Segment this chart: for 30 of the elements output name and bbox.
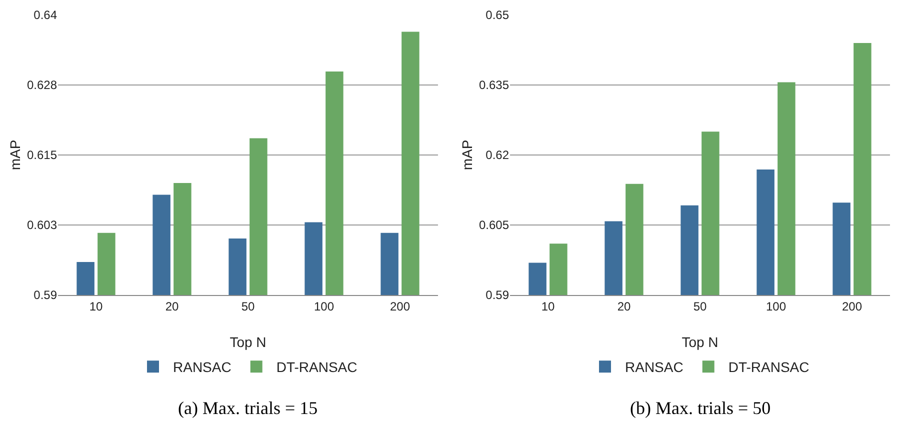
y-tick-label: 0.635 bbox=[478, 78, 510, 92]
x-tick-label: 100 bbox=[766, 299, 786, 314]
y-tick-label: 0.64 bbox=[34, 8, 58, 22]
y-tick-label: 0.628 bbox=[26, 78, 58, 92]
legend-label: DT-RANSAC bbox=[276, 359, 358, 376]
x-tick-label: 20 bbox=[165, 299, 179, 314]
x-tick-label: 50 bbox=[241, 299, 255, 314]
x-tick-label: 200 bbox=[390, 299, 410, 314]
y-tick-label: 0.603 bbox=[26, 218, 58, 232]
y-tick-label: 0.59 bbox=[34, 288, 58, 302]
x-tick-label: 50 bbox=[693, 299, 707, 314]
text: (a) Max. trials = 15 bbox=[178, 398, 318, 418]
x-tick-label: 100 bbox=[314, 299, 334, 314]
y-tick-label: 0.605 bbox=[478, 218, 510, 232]
y-axis-title: mAP bbox=[7, 140, 23, 170]
x-axis-title: Top N bbox=[682, 334, 718, 350]
y-axis-title: mAP bbox=[459, 140, 475, 170]
legend-label: DT-RANSAC bbox=[728, 359, 810, 376]
y-tick-label: 0.615 bbox=[26, 148, 58, 162]
x-axis-title: Top N bbox=[230, 334, 266, 350]
x-tick-label: 10 bbox=[541, 299, 555, 314]
legend-label: RANSAC bbox=[625, 359, 684, 376]
x-tick-label: 20 bbox=[617, 299, 631, 314]
text: (b) Max. trials = 50 bbox=[630, 398, 771, 418]
y-tick-label: 0.62 bbox=[486, 148, 510, 162]
x-tick-label: 10 bbox=[89, 299, 103, 314]
legend-label: RANSAC bbox=[173, 359, 232, 376]
y-tick-label: 0.65 bbox=[486, 8, 510, 22]
x-tick-label: 200 bbox=[842, 299, 862, 314]
y-tick-label: 0.59 bbox=[486, 288, 510, 302]
